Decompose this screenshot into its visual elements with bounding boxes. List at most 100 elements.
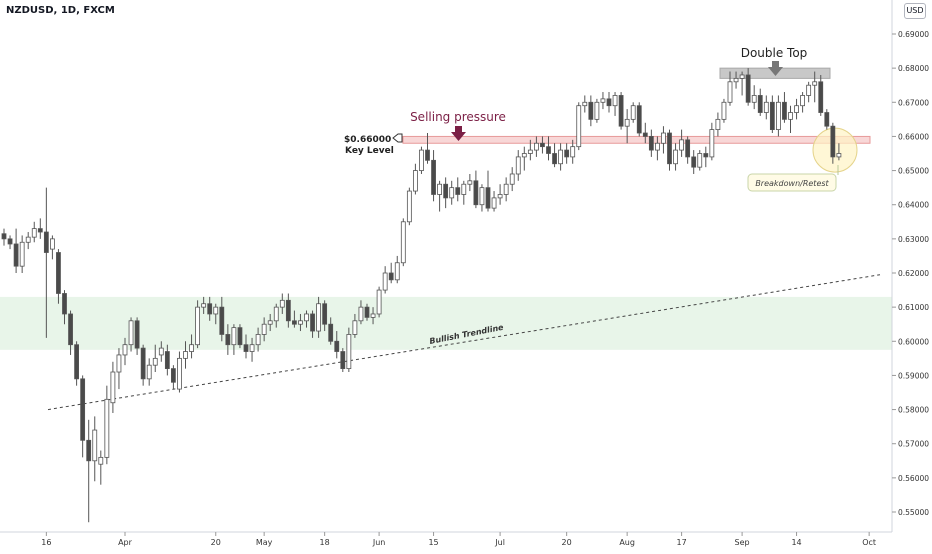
candle-body (474, 181, 478, 205)
price-tick-label: 0.67000 (898, 98, 929, 107)
candle (595, 99, 599, 123)
candle-body (383, 273, 387, 290)
candle-body (75, 345, 79, 379)
candle (105, 386, 109, 465)
candle (341, 348, 345, 372)
candle (764, 95, 768, 119)
candle-body (686, 140, 690, 157)
candle (722, 99, 726, 123)
time-tick-label: 18 (320, 538, 330, 547)
candle (686, 136, 690, 163)
candle-body (516, 157, 520, 174)
candle-body (177, 358, 181, 389)
candle (177, 352, 181, 393)
candle-body (250, 345, 254, 352)
candle-body (26, 237, 30, 242)
price-tick-label: 0.62000 (898, 269, 929, 278)
candle (613, 92, 617, 116)
candle (492, 191, 496, 211)
candle-body (710, 130, 714, 157)
candle-body (32, 229, 36, 238)
candle-body (329, 324, 333, 341)
breakdown-label: Breakdown/Retest (755, 179, 829, 188)
candle (395, 256, 399, 283)
candle (716, 113, 720, 137)
candle-body (377, 290, 381, 314)
candle (510, 167, 514, 191)
candle (680, 130, 684, 157)
candle (81, 375, 85, 457)
candle (801, 92, 805, 112)
candle (462, 181, 466, 205)
candle (474, 171, 478, 209)
candle-body (764, 102, 768, 112)
time-tick-label: Oct (862, 538, 876, 547)
candle-body (746, 75, 750, 102)
candle-body (825, 113, 829, 127)
candle (486, 171, 490, 212)
candle-body (468, 181, 472, 184)
candle (26, 232, 30, 249)
candle-body (438, 184, 442, 194)
key-level-band (403, 136, 870, 143)
candle-body (256, 334, 260, 344)
candle (758, 89, 762, 116)
price-tick-label: 0.55000 (898, 508, 929, 517)
candle (99, 451, 103, 485)
candle (444, 177, 448, 208)
candle-body (56, 253, 60, 294)
candle-body (752, 95, 756, 102)
candle-body (238, 328, 242, 345)
candle (789, 106, 793, 133)
candle-body (607, 99, 611, 106)
candle-body (559, 150, 563, 164)
price-tick-label: 0.60000 (898, 337, 929, 346)
candle-body (413, 171, 417, 191)
candle-body (722, 102, 726, 119)
time-tick-label: Aug (619, 538, 635, 547)
candle-body (522, 154, 526, 157)
symbol-title: NZDUSD, 1D, FXCM (6, 5, 115, 16)
candle (432, 150, 436, 201)
candle-body (111, 372, 115, 403)
price-tick-label: 0.66000 (898, 132, 929, 141)
candle (389, 263, 393, 283)
candle-body (347, 334, 351, 368)
candle-body (165, 352, 169, 369)
candle-body (323, 304, 327, 324)
candle (419, 147, 423, 174)
candle (740, 72, 744, 96)
candle-body (837, 154, 841, 157)
candle (710, 123, 714, 161)
price-tick-label: 0.64000 (898, 201, 929, 210)
candle-body (782, 102, 786, 119)
candle (20, 235, 24, 273)
candle-body (565, 150, 569, 157)
currency-button[interactable]: USD (904, 3, 926, 19)
candle-body (280, 300, 284, 307)
candle (32, 222, 36, 242)
price-tick-label: 0.63000 (898, 235, 929, 244)
time-tick-label: Sep (735, 538, 750, 547)
candle (752, 85, 756, 109)
candle-body (528, 150, 532, 153)
candle-body (135, 321, 139, 348)
candle (117, 348, 121, 389)
candle (50, 235, 54, 259)
time-tick-label: 20 (562, 538, 572, 547)
candle-body (208, 304, 212, 314)
candle-body (740, 75, 744, 78)
candle-body (674, 150, 678, 164)
candle-body (171, 369, 175, 383)
candle-body (801, 95, 805, 105)
candle-body (728, 82, 732, 102)
candle (601, 92, 605, 109)
candle-body (298, 321, 302, 324)
candle-body (69, 314, 73, 345)
pointer-icon (393, 134, 402, 142)
candle (2, 229, 6, 246)
price-tick-label: 0.68000 (898, 64, 929, 73)
candle (637, 102, 641, 136)
